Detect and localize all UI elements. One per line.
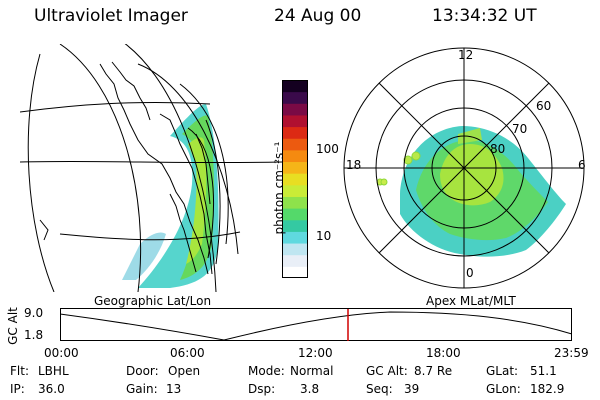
colorbar-band xyxy=(282,184,308,197)
time-tick-1200: 12:00 xyxy=(298,346,333,360)
info-mode-label: Mode: xyxy=(248,364,285,378)
info-mode-value: Normal xyxy=(290,364,334,378)
colorbar-band xyxy=(282,208,308,221)
colorbar-band xyxy=(282,91,308,104)
instrument-title: Ultraviolet Imager xyxy=(34,6,188,26)
info-door-label: Door: xyxy=(126,364,159,378)
polar-hour-0: 0 xyxy=(466,266,474,280)
colorbar-band xyxy=(282,173,308,186)
colorbar-frame xyxy=(282,80,308,278)
geographic-caption: Geographic Lat/Lon xyxy=(94,294,212,308)
apex-caption: Apex MLat/MLT xyxy=(426,294,516,308)
time-tick-1800: 18:00 xyxy=(426,346,461,360)
info-dsp-label: Dsp: xyxy=(248,382,276,396)
polar-lat-60: 60 xyxy=(536,99,552,113)
colorbar-band xyxy=(282,243,308,256)
altitude-timeline-plot xyxy=(60,308,572,341)
info-glon-value: 182.9 xyxy=(530,382,565,396)
colorbar-tick-100: 100 xyxy=(316,142,339,156)
altitude-ytick-high: 9.0 xyxy=(24,306,44,320)
time-tick-0000: 00:00 xyxy=(44,346,79,360)
info-flt-value: LBHL xyxy=(38,364,69,378)
colorbar-band xyxy=(282,103,308,116)
polar-hour-6: 6 xyxy=(578,158,586,172)
colorbar-band xyxy=(282,80,308,93)
colorbar-band xyxy=(282,138,308,151)
polar-grid xyxy=(343,47,585,289)
geographic-map-panel xyxy=(20,44,282,292)
time-tick-2359: 23:59 xyxy=(554,346,589,360)
aurora-emission-polar xyxy=(376,126,566,257)
lat-lon-grid xyxy=(20,44,282,292)
colorbar-band xyxy=(282,231,308,244)
info-glat-value: 51.1 xyxy=(530,364,557,378)
info-flt-label: Flt: xyxy=(10,364,29,378)
info-seq-label: Seq: xyxy=(366,382,393,396)
altitude-ytick-low: 1.8 xyxy=(24,328,44,342)
colorbar-gradient xyxy=(282,80,308,279)
colorbar-band xyxy=(282,126,308,139)
info-ip-value: 36.0 xyxy=(38,382,65,396)
colorbar-band xyxy=(282,196,308,209)
info-gain-value: 13 xyxy=(166,382,182,396)
observation-time: 13:34:32 UT xyxy=(432,6,537,26)
info-gain-label: Gain: xyxy=(126,382,158,396)
coastlines xyxy=(39,61,213,275)
info-glat-label: GLat: xyxy=(486,364,519,378)
colorbar-band xyxy=(282,161,308,174)
observation-date: 24 Aug 00 xyxy=(274,6,362,26)
info-glon-label: GLon: xyxy=(486,382,521,396)
colorbar-band xyxy=(282,149,308,163)
time-tick-0600: 06:00 xyxy=(170,346,205,360)
colorbar-band xyxy=(282,114,308,128)
polar-hour-12: 12 xyxy=(458,48,474,62)
colorbar-tick-10: 10 xyxy=(316,229,332,243)
info-gcalt-label: GC Alt: xyxy=(366,364,408,378)
colorbar-unit-label: photon cm⁻²s⁻¹ xyxy=(272,141,286,235)
info-gcalt-value: 8.7 Re xyxy=(414,364,453,378)
colorbar-band xyxy=(282,219,308,232)
info-seq-value: 39 xyxy=(404,382,420,396)
colorbar-band xyxy=(282,254,308,267)
info-ip-label: IP: xyxy=(10,382,25,396)
polar-lat-70: 70 xyxy=(512,122,528,136)
altitude-axis-label: GC Alt xyxy=(5,307,20,345)
colorbar xyxy=(282,80,308,279)
info-dsp-value: 3.8 xyxy=(300,382,320,396)
polar-hour-18: 18 xyxy=(346,158,362,172)
info-door-value: Open xyxy=(168,364,201,378)
colorbar-band xyxy=(282,266,308,279)
polar-plot xyxy=(343,47,585,289)
polar-lat-80: 80 xyxy=(490,142,506,156)
